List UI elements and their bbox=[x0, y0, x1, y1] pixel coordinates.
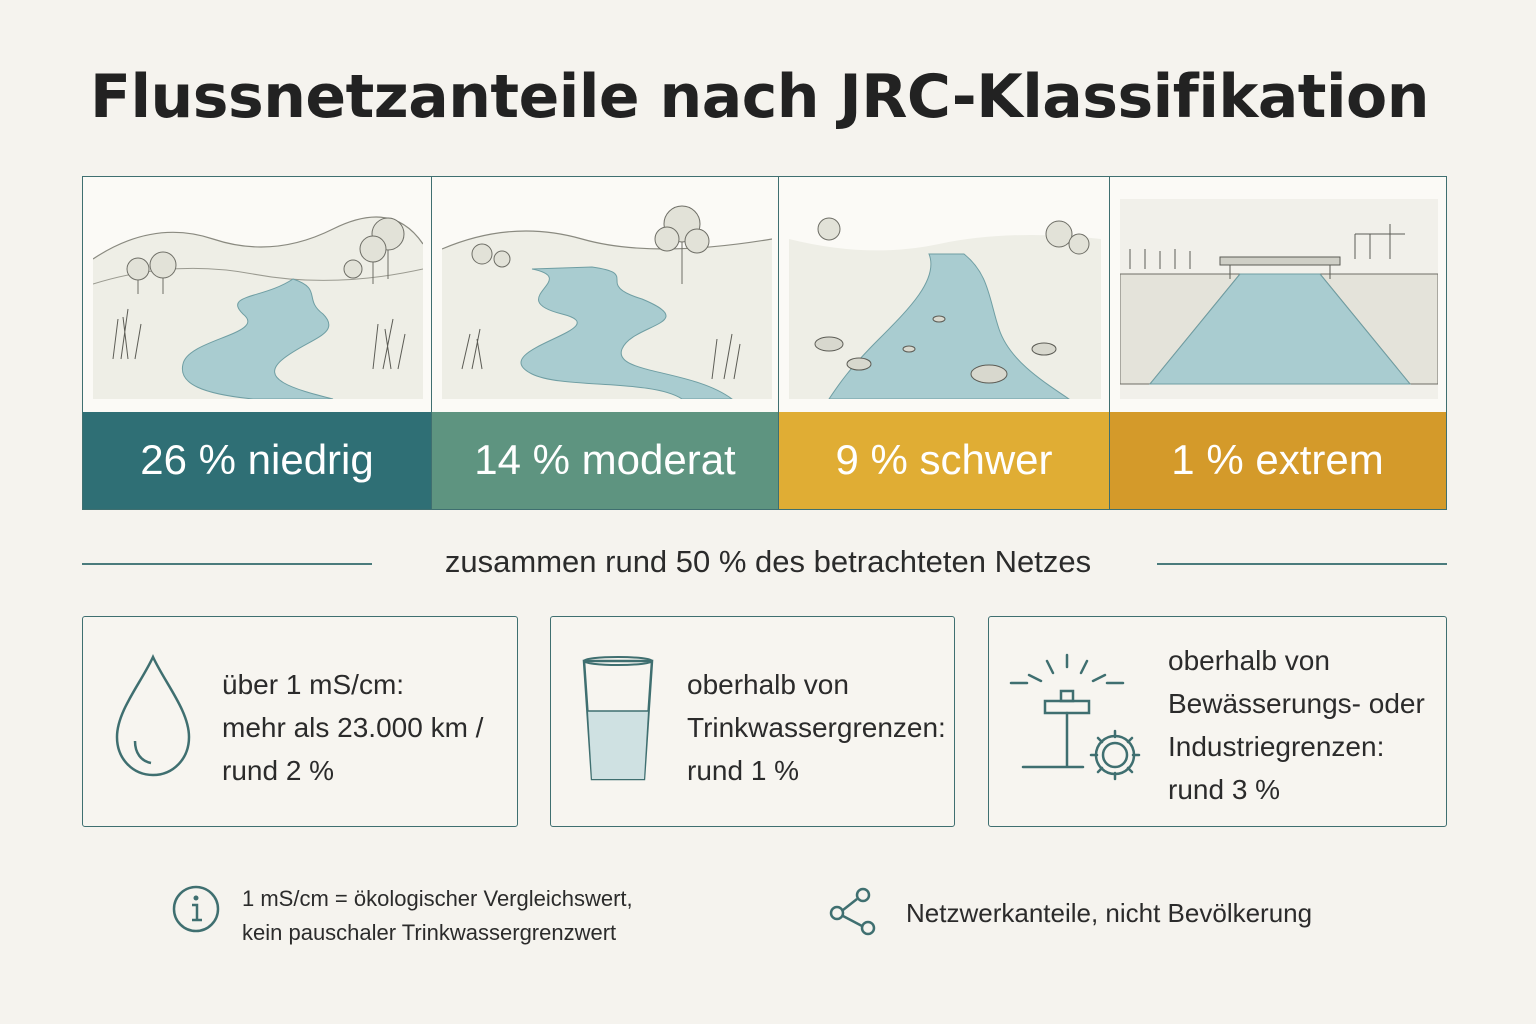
category-card-moderat: 14 % moderat bbox=[430, 176, 780, 510]
fact-line: Trinkwassergrenzen: bbox=[687, 712, 946, 743]
category-cards: 26 % niedrig 14 % moderat bbox=[82, 176, 1447, 510]
fact-line: rund 2 % bbox=[222, 755, 335, 786]
note-network-shares: Netzwerkanteile, nicht Bevölkerung bbox=[906, 898, 1313, 928]
fact-box-drinking-water: oberhalb von Trinkwassergrenzen: rund 1 … bbox=[550, 616, 955, 827]
network-icon bbox=[829, 887, 876, 936]
meandering-river-with-bushes-illustration bbox=[432, 177, 779, 412]
water-drop-icon bbox=[115, 654, 191, 777]
sprinkler-gear-icon bbox=[1009, 653, 1141, 781]
fact-line: über 1 mS/cm: bbox=[222, 669, 405, 700]
category-bar-niedrig: 26 % niedrig bbox=[83, 411, 431, 509]
category-card-niedrig: 26 % niedrig bbox=[82, 176, 432, 510]
category-card-schwer: 9 % schwer bbox=[778, 176, 1110, 510]
fact-line: rund 3 % bbox=[1168, 774, 1281, 805]
summary-text: zusammen rund 50 % des betrachteten Netz… bbox=[444, 544, 1092, 579]
rocky-river-illustration bbox=[779, 177, 1109, 412]
category-bar-extrem: 1 % extrem bbox=[1109, 411, 1446, 509]
note-line: kein pauschaler Trinkwassergrenzwert bbox=[242, 920, 617, 945]
canalized-river-with-bridge-illustration bbox=[1110, 177, 1446, 412]
note-line: 1 mS/cm = ökologischer Vergleichswert, bbox=[242, 886, 633, 911]
fact-line: rund 1 % bbox=[687, 755, 800, 786]
fact-line: oberhalb von bbox=[1168, 645, 1330, 676]
category-bar-schwer: 9 % schwer bbox=[779, 411, 1109, 509]
fact-line: Industriegrenzen: bbox=[1168, 731, 1385, 762]
fact-line: Bewässerungs- oder bbox=[1168, 688, 1425, 719]
category-bar-moderat: 14 % moderat bbox=[431, 411, 779, 509]
fact-box-conductivity: über 1 mS/cm: mehr als 23.000 km / rund … bbox=[82, 616, 518, 827]
note-reference-value: 1 mS/cm = ökologischer Vergleichswert, k… bbox=[242, 882, 633, 950]
page-title: Flussnetzanteile nach JRC-Klassifikation bbox=[90, 62, 1430, 132]
fact-box-irrigation-industry: oberhalb von Bewässerungs- oder Industri… bbox=[988, 616, 1447, 827]
fact-line: oberhalb von bbox=[687, 669, 849, 700]
divider-right bbox=[1157, 563, 1447, 565]
fact-line: mehr als 23.000 km / bbox=[222, 712, 484, 743]
drinking-glass-icon bbox=[582, 656, 654, 781]
category-card-extrem: 1 % extrem bbox=[1108, 176, 1447, 510]
divider-left bbox=[82, 563, 372, 565]
natural-meandering-river-illustration bbox=[83, 177, 431, 412]
info-icon bbox=[172, 885, 220, 933]
